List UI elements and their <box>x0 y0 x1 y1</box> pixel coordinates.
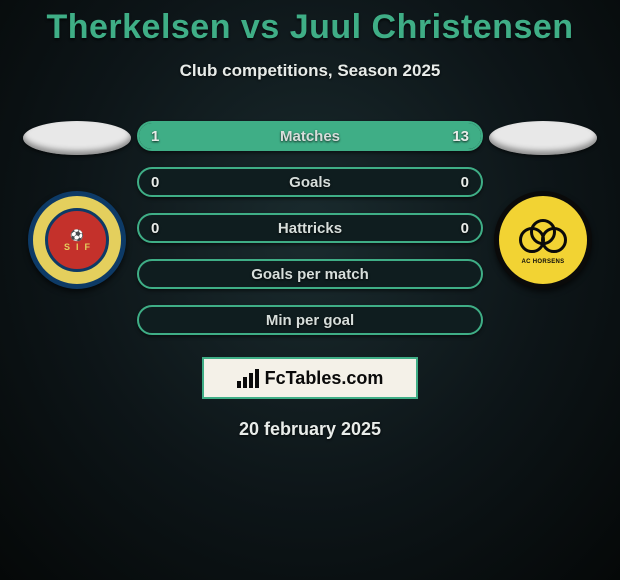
brand-box: FcTables.com <box>202 357 418 399</box>
brand-bars-icon <box>237 369 259 388</box>
stat-value-right: 0 <box>461 174 469 191</box>
stat-bars: 1 13 Matches 0 0 Goals 0 0 Hattricks Goals per ma… <box>137 121 483 335</box>
right-club-crest: AC HORSENS <box>494 191 592 289</box>
stat-label: Goals per match <box>251 266 369 283</box>
subtitle: Club competitions, Season 2025 <box>0 61 620 81</box>
stat-label: Matches <box>280 128 340 145</box>
rings-icon <box>519 221 567 253</box>
main-row: ⚽ S I F 1 13 Matches 0 0 Goals 0 0 Hattricks Goal… <box>0 121 620 335</box>
stat-bar: Min per goal <box>137 305 483 335</box>
stat-bar: 0 0 Hattricks <box>137 213 483 243</box>
stat-value-right: 0 <box>461 220 469 237</box>
stat-value-left: 0 <box>151 220 159 237</box>
stat-label: Hattricks <box>278 220 342 237</box>
stat-bar: 0 0 Goals <box>137 167 483 197</box>
stat-bar: Goals per match <box>137 259 483 289</box>
left-club-crest: ⚽ S I F <box>28 191 126 289</box>
stat-value-left: 1 <box>151 128 159 145</box>
stat-label: Min per goal <box>266 312 354 329</box>
left-side: ⚽ S I F <box>17 121 137 289</box>
stat-label: Goals <box>289 174 331 191</box>
infographic-root: Therkelsen vs Juul Christensen Club comp… <box>0 0 620 580</box>
right-crest-label: AC HORSENS <box>521 259 564 265</box>
page-title: Therkelsen vs Juul Christensen <box>0 0 620 47</box>
date-text: 20 february 2025 <box>0 419 620 440</box>
stat-value-right: 13 <box>452 128 469 145</box>
stat-value-left: 0 <box>151 174 159 191</box>
brand-text: FcTables.com <box>265 368 384 389</box>
left-crest-inner: ⚽ S I F <box>45 208 109 272</box>
right-flag-oval <box>489 121 597 155</box>
stat-bar: 1 13 Matches <box>137 121 483 151</box>
crest-letter: F <box>85 242 91 252</box>
crest-letter: S <box>64 242 70 252</box>
crest-letter: I <box>76 242 79 252</box>
right-side: AC HORSENS <box>483 121 603 289</box>
left-flag-oval <box>23 121 131 155</box>
